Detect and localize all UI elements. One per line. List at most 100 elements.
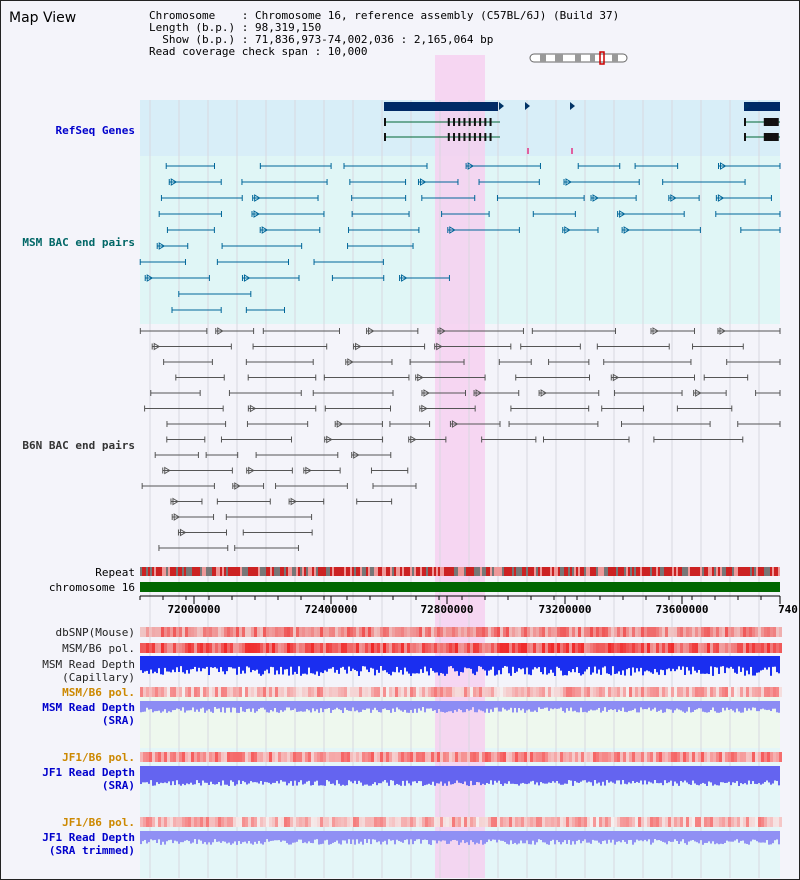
repeat-segment [602,567,604,576]
bac-arrow [612,373,620,382]
read-depth-bar [520,766,522,784]
read-depth-bar [680,701,682,711]
polymorphism-heat-cell [350,752,353,762]
track-label-b6n-bac[interactable]: B6N BAC end pairs [22,439,135,452]
read-depth-bar [642,701,644,710]
read-depth-bar [184,766,186,786]
polymorphism-heat-cell [491,752,494,762]
polymorphism-heat-cell [701,817,704,827]
read-depth-bar [706,831,708,843]
read-depth-bar [272,701,274,712]
polymorphism-heat-cell [263,817,266,827]
repeat-segment [398,567,400,576]
polymorphism-heat-cell [719,817,722,827]
repeat-segment [236,567,238,576]
read-depth-bar [290,656,292,667]
polymorphism-heat-cell [701,687,704,697]
polymorphism-heat-cell [434,752,437,762]
polymorphism-heat-cell [767,627,770,637]
repeat-segment [230,567,232,576]
read-depth-bar [710,831,712,844]
polymorphism-heat-cell [215,752,218,762]
read-depth-bar [550,831,552,841]
read-depth-bar [198,701,200,712]
read-depth-bar [142,701,144,712]
read-depth-bar [752,656,754,676]
repeat-segment [458,567,460,576]
polymorphism-heat-cell [140,643,143,653]
polymorphism-heat-cell [482,643,485,653]
track-label-dbsnp: dbSNP(Mouse) [55,626,135,639]
repeat-segment [700,567,702,576]
read-depth-bar [778,701,780,713]
polymorphism-heat-cell [272,752,275,762]
polymorphism-heat-cell [428,817,431,827]
repeat-segment [292,567,294,576]
read-depth-bar [762,656,764,670]
read-depth-bar [386,656,388,673]
polymorphism-heat-cell [179,817,182,827]
polymorphism-heat-cell [665,687,668,697]
track-label-refseq[interactable]: RefSeq Genes [55,124,135,137]
read-depth-bar [284,656,286,670]
track-label-msm-bac[interactable]: MSM BAC end pairs [22,236,135,249]
read-depth-bar [386,766,388,783]
polymorphism-heat-cell [161,687,164,697]
polymorphism-heat-cell [626,627,629,637]
read-depth-bar [676,766,678,784]
polymorphism-heat-cell [725,752,728,762]
repeat-segment [376,567,378,576]
bac-arrow [619,210,626,218]
polymorphism-heat-cell [635,687,638,697]
polymorphism-heat-cell [260,687,263,697]
repeat-segment [450,567,452,576]
read-depth-bar [664,656,666,676]
repeat-segment [762,567,764,576]
polymorphism-heat-cell [257,752,260,762]
read-depth-bar [308,656,310,668]
repeat-segment [380,567,382,576]
polymorphism-heat-cell [302,643,305,653]
read-depth-bar [164,766,166,783]
polymorphism-heat-cell [725,643,728,653]
read-depth-bar [592,656,594,673]
polymorphism-heat-cell [638,752,641,762]
read-depth-bar [588,701,590,711]
read-depth-bar [580,656,582,676]
read-depth-bar [700,766,702,784]
read-depth-bar [740,766,742,784]
polymorphism-heat-cell [644,817,647,827]
repeat-segment [654,567,656,576]
read-depth-bar [472,701,474,708]
polymorphism-heat-cell [269,752,272,762]
read-depth-bar [614,701,616,710]
read-depth-bar [538,656,540,668]
polymorphism-heat-cell [716,752,719,762]
read-depth-bar [176,766,178,781]
polymorphism-heat-cell [248,687,251,697]
polymorphism-heat-cell [260,752,263,762]
read-depth-bar [384,656,386,671]
repeat-segment [212,567,214,576]
read-depth-bar [702,766,704,783]
read-depth-bar [694,766,696,784]
polymorphism-heat-cell [710,817,713,827]
read-depth-bar [542,656,544,675]
read-depth-bar [236,766,238,785]
polymorphism-heat-cell [761,752,764,762]
read-depth-bar [254,766,256,783]
read-depth-bar [230,701,232,713]
repeat-segment [670,567,672,576]
polymorphism-heat-cell [584,752,587,762]
polymorphism-heat-cell [305,687,308,697]
polymorphism-heat-cell [428,627,431,637]
repeat-segment [182,567,184,576]
polymorphism-heat-cell [155,687,158,697]
polymorphism-heat-cell [641,817,644,827]
axis-tick-label: 72000000 [167,603,221,616]
read-depth-bar [240,766,242,785]
polymorphism-heat-cell [314,752,317,762]
repeat-segment [324,567,326,576]
read-depth-bar [454,766,456,784]
read-depth-bar [236,701,238,713]
